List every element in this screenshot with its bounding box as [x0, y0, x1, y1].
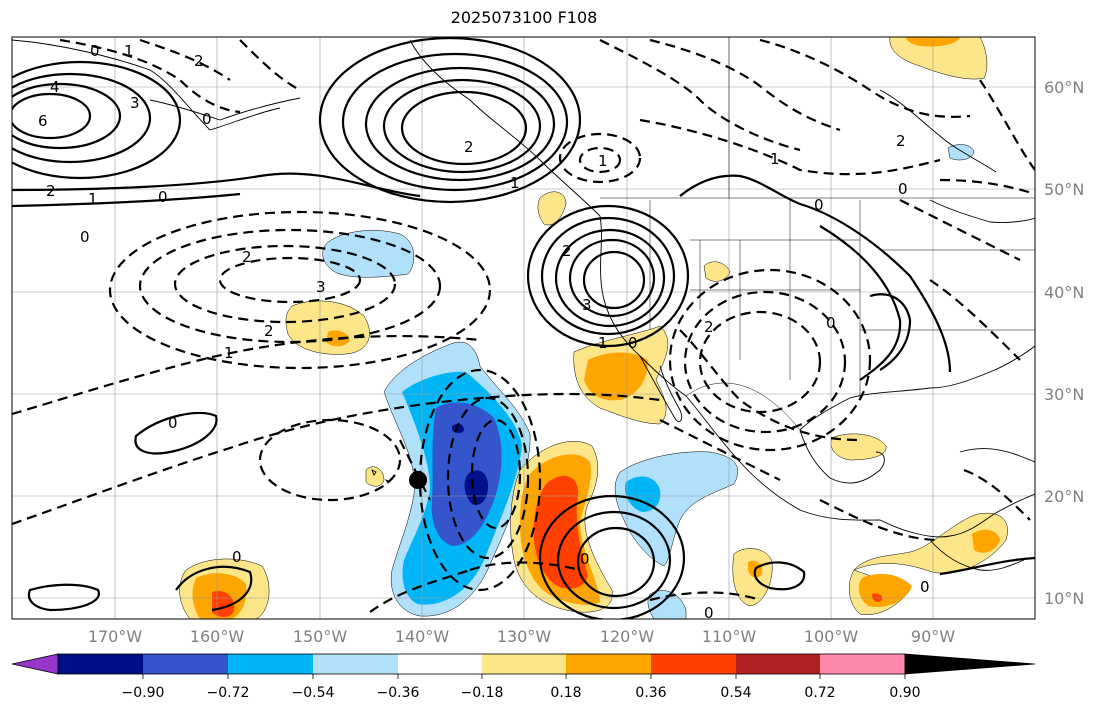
lon-labels: 170°W 160°W 150°W 140°W 130°W 120°W 110°…	[88, 627, 955, 646]
coastlines	[12, 39, 1035, 571]
colorbar-label: 0.54	[720, 685, 751, 701]
contour-label: 0	[202, 110, 212, 128]
lat-label: 10°N	[1044, 589, 1084, 608]
contour-label: 2	[242, 248, 252, 266]
contour-label: 0	[168, 414, 178, 432]
contour-label: 2	[896, 132, 906, 150]
contour-label: 0	[80, 228, 90, 246]
colorbar-label: 0.18	[550, 685, 581, 701]
neg-anomaly-north	[322, 230, 414, 278]
colorbar-label: −0.90	[122, 685, 165, 701]
contour-label: 0	[90, 42, 100, 60]
neg-anomaly-hudson	[947, 144, 975, 161]
contour-label: 6	[38, 112, 48, 130]
contour-label: 1	[124, 42, 134, 60]
colorbar-swatch	[398, 654, 482, 674]
colorbar-swatch	[228, 654, 313, 674]
contour-label: 1	[510, 174, 520, 192]
dashed-contours	[12, 38, 1035, 613]
lon-label: 170°W	[88, 627, 143, 646]
contour-label: 2	[704, 318, 714, 336]
contour-label: 3	[316, 278, 326, 296]
pos-anomaly-co	[703, 261, 731, 282]
contour-label: 0	[814, 196, 824, 214]
contour-label: 1	[770, 150, 780, 168]
colorbar-swatch	[736, 654, 820, 674]
colorbar-label: 0.36	[635, 685, 666, 701]
contour-label: 0	[232, 548, 242, 566]
colorbar-swatch	[820, 654, 905, 674]
lat-label: 30°N	[1044, 385, 1084, 404]
contour-label: 0	[826, 314, 836, 332]
colorbar-extend-low	[11, 653, 59, 675]
colorbar-label: 0.72	[804, 685, 835, 701]
contour-label: 4	[50, 78, 60, 96]
lat-label: 20°N	[1044, 487, 1084, 506]
contour-label: 0	[580, 550, 590, 568]
map-panel: 0 1 2 3 4 6 0 1 2 0 2 3 2 1 0 0 1 2 3 2 …	[12, 37, 1035, 622]
pos-anomaly-110w	[732, 548, 773, 607]
lat-label: 40°N	[1044, 283, 1084, 302]
lon-label: 110°W	[702, 627, 757, 646]
contour-label: 3	[130, 94, 140, 112]
lon-label: 160°W	[190, 627, 245, 646]
lon-label: 90°W	[911, 627, 955, 646]
pos-anomaly-gulf	[830, 433, 887, 461]
contour-labels: 0 1 2 3 4 6 0 1 2 0 2 3 2 1 0 0 1 2 3 2 …	[38, 42, 930, 622]
lon-label: 140°W	[395, 627, 450, 646]
lon-label: 120°W	[600, 627, 655, 646]
map-frame	[11, 36, 1036, 620]
colorbar-swatch	[313, 654, 398, 674]
neg-anomaly-inner	[431, 402, 502, 546]
lat-labels: 60°N 50°N 40°N 30°N 20°N 10°N	[1044, 78, 1084, 608]
solid-contours	[12, 37, 1035, 619]
contour-label: 1	[224, 344, 234, 362]
contour-label: 1	[598, 152, 608, 170]
colorbar-label: −0.36	[377, 685, 420, 701]
contour-label: 2	[562, 242, 572, 260]
colorbar-swatch	[566, 654, 651, 674]
lon-label: 150°W	[293, 627, 348, 646]
colorbar-swatch	[651, 654, 736, 674]
lon-label: 130°W	[497, 627, 552, 646]
contour-label: 0	[628, 334, 638, 352]
contour-label: 1	[88, 190, 98, 208]
lon-label: 100°W	[804, 627, 859, 646]
contour-label: 2	[194, 52, 204, 70]
colorbar: −0.90 −0.72 −0.54 −0.36 −0.18 0.18 0.36 …	[11, 653, 1036, 701]
contour-label: 2	[46, 182, 56, 200]
pos-anomaly-hawaii	[365, 466, 385, 487]
pos-anomaly-canada-e	[889, 37, 988, 80]
neg-anomaly-core	[464, 470, 488, 506]
location-marker	[409, 471, 427, 489]
colorbar-swatch	[482, 654, 566, 674]
colorbar-swatch	[143, 654, 228, 674]
colorbar-label: −0.54	[292, 685, 335, 701]
colorbar-label: 0.90	[889, 685, 920, 701]
contour-label: 0	[898, 180, 908, 198]
colorbar-extend-high	[904, 653, 1036, 675]
lat-label: 60°N	[1044, 78, 1084, 97]
contour-label: 1	[598, 334, 608, 352]
lat-label: 50°N	[1044, 180, 1084, 199]
contour-label: 2	[464, 138, 474, 156]
contour-label: 0	[158, 188, 168, 206]
contour-label: 0	[920, 578, 930, 596]
colorbar-swatch	[58, 654, 143, 674]
contour-label: 3	[582, 296, 592, 314]
contour-label: 0	[704, 604, 714, 622]
chart-title: 2025073100 F108	[450, 8, 598, 27]
contour-label: 2	[264, 322, 274, 340]
colorbar-label: −0.72	[207, 685, 250, 701]
colorbar-label: −0.18	[461, 685, 504, 701]
